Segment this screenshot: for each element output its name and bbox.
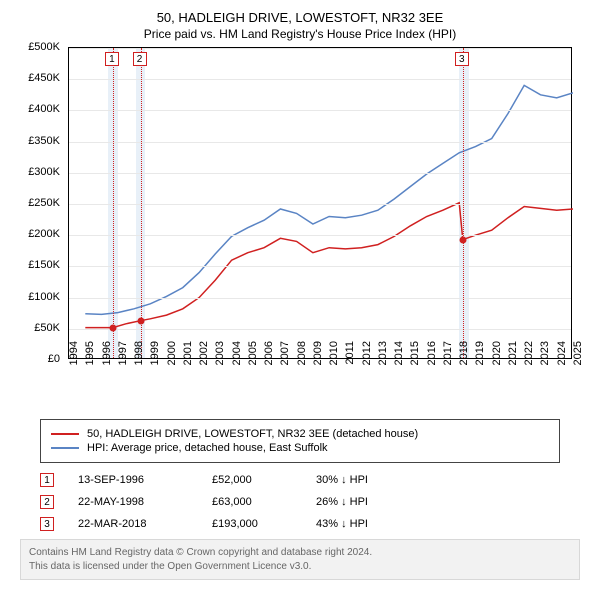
- marker-dot: [137, 317, 144, 324]
- marker-label-box: 3: [455, 52, 469, 66]
- x-axis-label: 2012: [361, 341, 373, 377]
- transaction-date: 22-MAY-1998: [78, 496, 188, 508]
- series-line-price_paid: [85, 203, 573, 328]
- y-axis-label: £0: [16, 353, 60, 365]
- y-axis-label: £100K: [16, 291, 60, 303]
- y-axis-label: £400K: [16, 103, 60, 115]
- legend-label: 50, HADLEIGH DRIVE, LOWESTOFT, NR32 3EE …: [87, 428, 418, 440]
- x-axis-label: 1999: [149, 341, 161, 377]
- transaction-row: 1 13-SEP-1996 £52,000 30% ↓ HPI: [40, 473, 560, 487]
- marker-line: [113, 48, 114, 358]
- marker-line: [141, 48, 142, 358]
- x-axis-label: 2023: [539, 341, 551, 377]
- transaction-price: £193,000: [212, 518, 292, 530]
- y-axis-label: £50K: [16, 322, 60, 334]
- legend-label: HPI: Average price, detached house, East…: [87, 442, 328, 454]
- y-axis-label: £450K: [16, 72, 60, 84]
- x-axis-label: 2005: [247, 341, 259, 377]
- marker-label-box: 2: [133, 52, 147, 66]
- legend-swatch: [51, 433, 79, 435]
- x-axis-label: 2006: [263, 341, 275, 377]
- y-axis-label: £250K: [16, 197, 60, 209]
- x-axis-label: 1995: [84, 341, 96, 377]
- x-axis-label: 2020: [491, 341, 503, 377]
- x-axis-label: 2018: [458, 341, 470, 377]
- transaction-price: £63,000: [212, 496, 292, 508]
- attribution-line: Contains HM Land Registry data © Crown c…: [29, 546, 571, 560]
- x-axis-label: 2022: [523, 341, 535, 377]
- attribution-line: This data is licensed under the Open Gov…: [29, 560, 571, 574]
- x-axis-label: 2016: [426, 341, 438, 377]
- transaction-date: 13-SEP-1996: [78, 474, 188, 486]
- y-axis-label: £350K: [16, 135, 60, 147]
- transaction-price: £52,000: [212, 474, 292, 486]
- chart-area: £0£50K£100K£150K£200K£250K£300K£350K£400…: [20, 47, 580, 407]
- x-axis-label: 2017: [442, 341, 454, 377]
- x-axis-label: 2003: [214, 341, 226, 377]
- x-axis-label: 2013: [377, 341, 389, 377]
- x-axis-label: 2025: [572, 341, 584, 377]
- marker-dot: [109, 324, 116, 331]
- x-axis-label: 2024: [556, 341, 568, 377]
- transaction-id-box: 3: [40, 517, 54, 531]
- x-axis-label: 2015: [409, 341, 421, 377]
- transaction-row: 3 22-MAR-2018 £193,000 43% ↓ HPI: [40, 517, 560, 531]
- x-axis-label: 1998: [133, 341, 145, 377]
- x-axis-label: 2004: [231, 341, 243, 377]
- transaction-id-box: 1: [40, 473, 54, 487]
- attribution-box: Contains HM Land Registry data © Crown c…: [20, 539, 580, 580]
- x-axis-label: 2019: [474, 341, 486, 377]
- x-axis-label: 2008: [296, 341, 308, 377]
- x-axis-label: 2010: [328, 341, 340, 377]
- x-axis-label: 2001: [182, 341, 194, 377]
- legend-item: 50, HADLEIGH DRIVE, LOWESTOFT, NR32 3EE …: [51, 428, 549, 440]
- plot-region: 12 3: [68, 47, 572, 359]
- transaction-table: 1 13-SEP-1996 £52,000 30% ↓ HPI 2 22-MAY-1998…: [40, 473, 560, 531]
- series-line-hpi: [85, 85, 573, 314]
- transaction-delta: 30% ↓ HPI: [316, 474, 416, 486]
- transaction-date: 22-MAR-2018: [78, 518, 188, 530]
- transaction-delta: 43% ↓ HPI: [316, 518, 416, 530]
- x-axis-label: 2011: [344, 341, 356, 377]
- chart-subtitle: Price paid vs. HM Land Registry's House …: [8, 27, 592, 41]
- x-axis-label: 2021: [507, 341, 519, 377]
- x-axis-label: 2009: [312, 341, 324, 377]
- y-axis-label: £150K: [16, 259, 60, 271]
- legend-box: 50, HADLEIGH DRIVE, LOWESTOFT, NR32 3EE …: [40, 419, 560, 463]
- legend-swatch: [51, 447, 79, 449]
- chart-title: 50, HADLEIGH DRIVE, LOWESTOFT, NR32 3EE: [8, 10, 592, 25]
- x-axis-label: 2014: [393, 341, 405, 377]
- marker-label-box: 1: [105, 52, 119, 66]
- y-axis-label: £500K: [16, 41, 60, 53]
- transaction-id-box: 2: [40, 495, 54, 509]
- x-axis-label: 1994: [68, 341, 80, 377]
- y-axis-label: £300K: [16, 166, 60, 178]
- transaction-delta: 26% ↓ HPI: [316, 496, 416, 508]
- transaction-row: 2 22-MAY-1998 £63,000 26% ↓ HPI: [40, 495, 560, 509]
- x-axis-label: 2002: [198, 341, 210, 377]
- x-axis-label: 2007: [279, 341, 291, 377]
- marker-line: [463, 48, 464, 358]
- x-axis-label: 1997: [117, 341, 129, 377]
- x-axis-label: 1996: [101, 341, 113, 377]
- x-axis-label: 2000: [166, 341, 178, 377]
- legend-item: HPI: Average price, detached house, East…: [51, 442, 549, 454]
- y-axis-label: £200K: [16, 228, 60, 240]
- marker-dot: [459, 236, 466, 243]
